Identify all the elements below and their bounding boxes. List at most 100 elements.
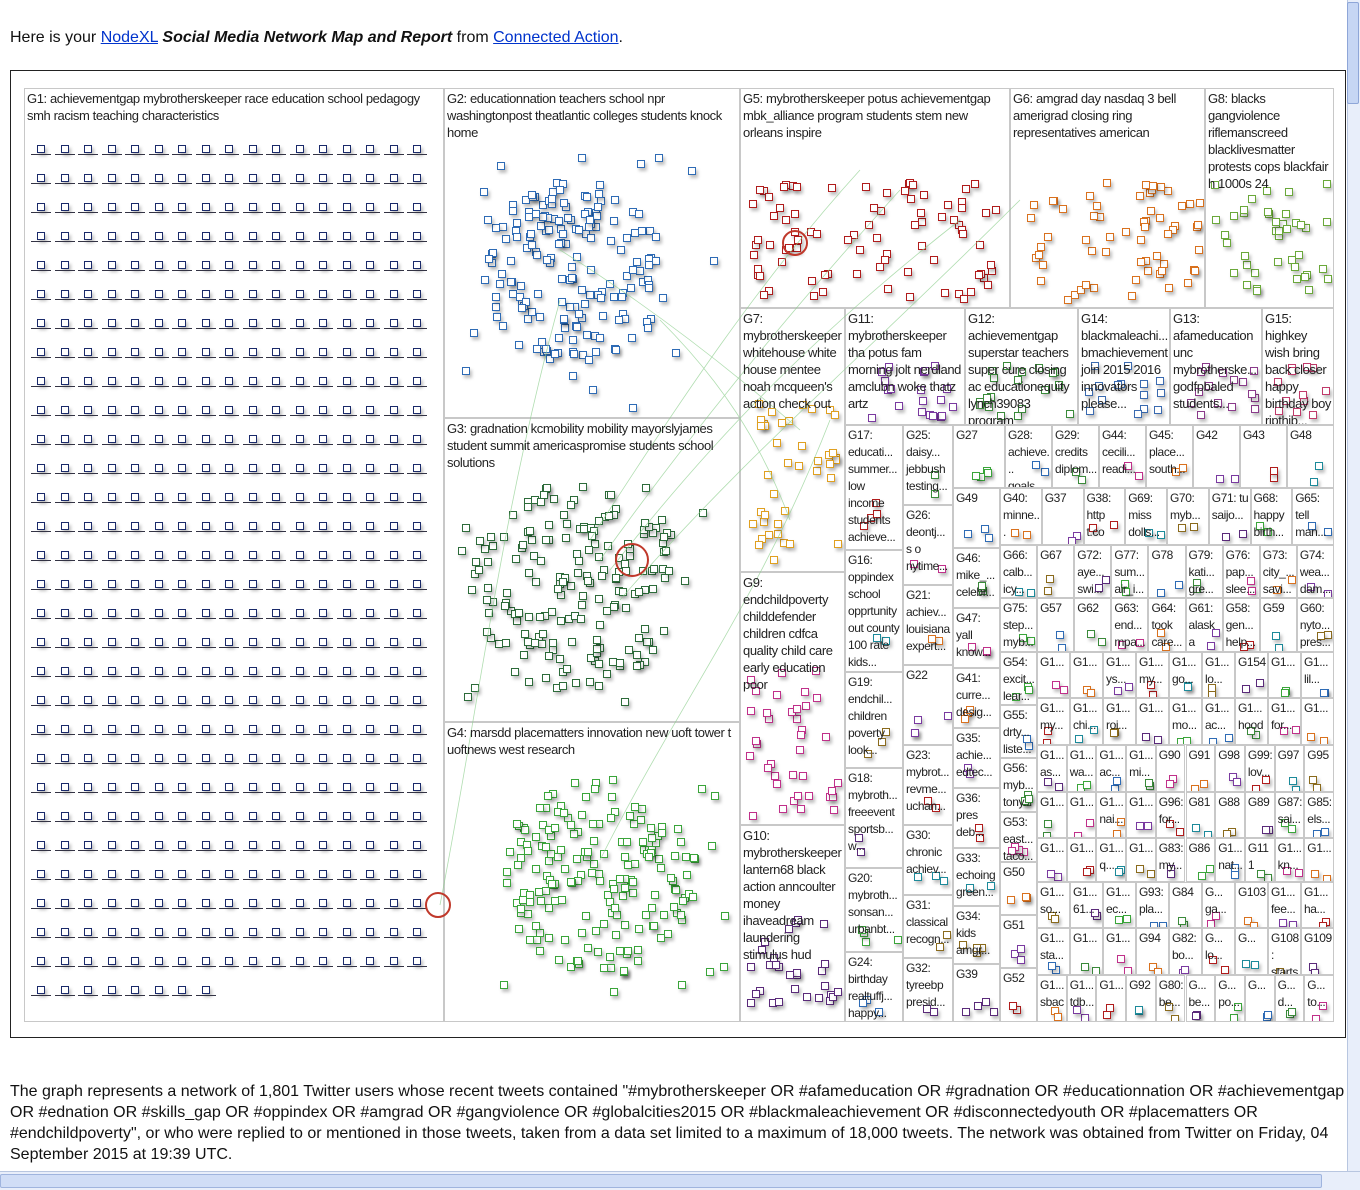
node [389, 522, 398, 530]
node [557, 616, 566, 625]
node [474, 566, 483, 575]
node [542, 345, 551, 354]
node [1181, 966, 1190, 974]
node-label [148, 328, 169, 329]
node [536, 222, 545, 231]
node [178, 145, 186, 153]
node-label [407, 502, 427, 503]
node [612, 345, 621, 354]
node [567, 263, 576, 272]
node-label [172, 212, 192, 213]
node [84, 870, 92, 878]
node-label [172, 270, 192, 271]
node-label [125, 502, 145, 503]
node [567, 820, 576, 829]
node-label [313, 879, 333, 880]
node-label [313, 966, 333, 967]
node [107, 957, 116, 965]
node-label [289, 676, 310, 677]
node [1121, 580, 1130, 589]
node-label [78, 937, 98, 938]
node-label [266, 879, 286, 880]
node [107, 870, 116, 878]
node [342, 319, 351, 327]
node-label [289, 705, 310, 706]
node [1090, 725, 1099, 734]
node [248, 928, 257, 936]
vertical-scrollbar[interactable] [1347, 0, 1360, 1172]
node-label [101, 966, 122, 967]
node [585, 355, 593, 364]
group-cell: G154 [1235, 652, 1268, 698]
node [1156, 588, 1165, 597]
node [131, 899, 139, 907]
group-cell: G33: echoing green... [953, 848, 1000, 906]
node [1309, 410, 1318, 419]
node-label [313, 647, 333, 648]
node-label [195, 473, 216, 474]
node-label [195, 299, 216, 300]
node [798, 771, 807, 780]
node [225, 493, 233, 501]
intro-mid: from [456, 29, 489, 46]
node [37, 725, 45, 733]
node [1090, 212, 1099, 221]
node [516, 905, 525, 914]
node [883, 189, 892, 198]
node [342, 261, 351, 269]
group-label: G1... lil... [1304, 655, 1329, 686]
node [1274, 406, 1283, 415]
group-cell: G72: aye... swi... [1074, 545, 1112, 598]
node [779, 804, 788, 813]
node [1153, 735, 1162, 744]
node [131, 493, 139, 501]
group-label: G67 [1040, 548, 1062, 562]
node-label [172, 241, 192, 242]
node-label [172, 821, 192, 822]
node [366, 667, 374, 675]
node [982, 998, 991, 1007]
node [603, 669, 612, 678]
node [793, 236, 802, 245]
node [606, 280, 615, 289]
node [1306, 582, 1315, 591]
horizontal-scrollbar[interactable] [0, 1171, 1360, 1190]
group-label: G37 [1044, 491, 1067, 505]
node [619, 967, 628, 976]
node-label [219, 734, 239, 735]
node-label [266, 357, 286, 358]
group-label: G64: took care... [1151, 601, 1182, 649]
node [1228, 772, 1237, 781]
node [1234, 1003, 1243, 1012]
node [201, 899, 210, 907]
node [502, 235, 511, 244]
node [574, 568, 583, 577]
node [342, 957, 351, 965]
node-label [407, 444, 427, 445]
node-label [172, 415, 192, 416]
node [272, 783, 280, 791]
group-label: G65: tell man... [1295, 491, 1327, 539]
node [366, 928, 374, 936]
node-label [289, 270, 310, 271]
group-cell: G1... [1304, 838, 1334, 882]
node [295, 203, 304, 211]
node [509, 207, 518, 216]
scroll-thumb[interactable] [1347, 2, 1359, 104]
node [413, 319, 421, 327]
scroll-thumb[interactable] [0, 1174, 1322, 1188]
node [650, 921, 659, 930]
node [295, 870, 304, 878]
node [413, 232, 421, 240]
group-cell: G29: credits diplom... [1052, 425, 1099, 488]
node [131, 580, 139, 588]
group-label: G9: endchildpoverty childdefender childr… [743, 575, 833, 692]
node [248, 696, 257, 704]
node [1065, 410, 1074, 419]
connected-action-link[interactable]: Connected Action [493, 29, 619, 46]
node [622, 566, 631, 575]
node [609, 885, 618, 894]
node [829, 993, 838, 1002]
nodexl-link[interactable]: NodeXL [100, 29, 158, 46]
node [60, 812, 69, 820]
